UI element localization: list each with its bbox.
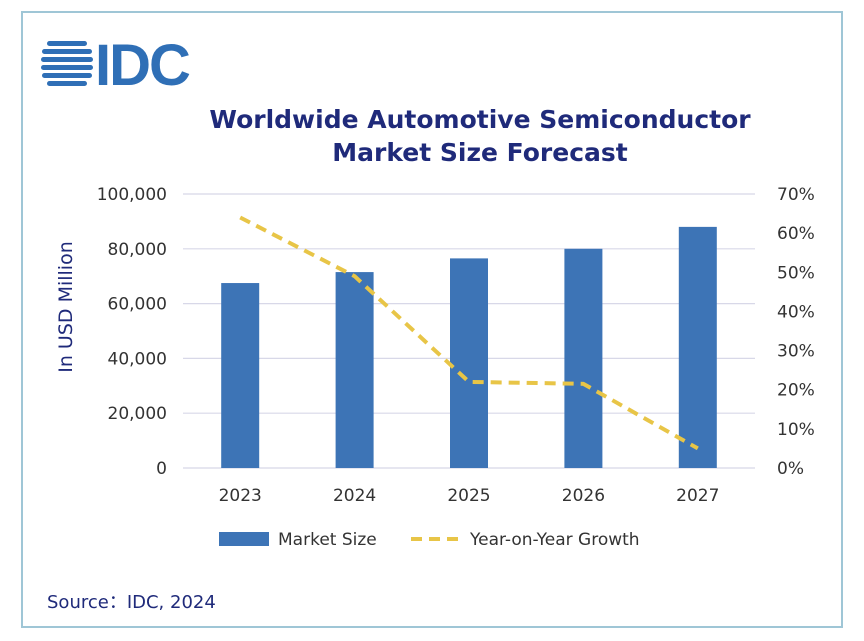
y2-tick-label: 0%	[777, 459, 804, 479]
y-tick-label: 60,000	[108, 295, 167, 315]
y-axis-left-ticks: 100,000 80,000 60,000 40,000 20,000 0	[97, 185, 167, 479]
bar-2025	[450, 258, 488, 468]
x-axis-ticks: 2023 2024 2025 2026 2027	[219, 486, 720, 506]
x-tick-label: 2023	[219, 486, 262, 506]
x-tick-label: 2027	[676, 486, 719, 506]
y2-tick-label: 30%	[777, 342, 815, 362]
source-note: Source：IDC, 2024	[47, 592, 216, 613]
idc-globe-icon	[41, 41, 93, 86]
legend: Market Size Year-on-Year Growth	[219, 530, 640, 550]
x-tick-label: 2025	[447, 486, 490, 506]
x-tick-label: 2024	[333, 486, 376, 506]
y2-tick-label: 20%	[777, 381, 815, 401]
growth-line	[239, 215, 699, 451]
bars	[221, 226, 717, 468]
chart-title-line-1: Worldwide Automotive Semiconductor	[209, 105, 751, 134]
y-tick-label: 100,000	[97, 185, 167, 205]
growth-series-line	[239, 215, 699, 451]
y-axis-right-ticks: 70% 60% 50% 40% 30% 20% 10% 0%	[777, 185, 815, 479]
y2-tick-label: 50%	[777, 263, 815, 283]
bar-2027	[678, 226, 717, 468]
y-tick-label: 20,000	[108, 404, 167, 424]
bar-2023	[221, 283, 260, 468]
y2-tick-label: 70%	[777, 185, 815, 205]
idc-logo: IDC	[41, 38, 192, 90]
y2-tick-label: 60%	[777, 224, 815, 244]
y-tick-label: 0	[156, 459, 167, 479]
x-tick-label: 2026	[562, 486, 605, 506]
y-tick-label: 40,000	[108, 349, 167, 369]
chart-title-line-2: Market Size Forecast	[332, 138, 628, 167]
chart-title: Worldwide Automotive Semiconductor Marke…	[160, 103, 800, 169]
legend-label-growth: Year-on-Year Growth	[469, 530, 640, 550]
legend-label-market-size: Market Size	[278, 530, 377, 550]
bar-2026	[564, 248, 603, 468]
y2-tick-label: 10%	[777, 420, 815, 440]
y-axis-title: In USD Million	[55, 241, 77, 373]
y2-tick-label: 40%	[777, 302, 815, 322]
bar-2024	[335, 272, 374, 468]
y-tick-label: 80,000	[108, 240, 167, 260]
idc-logo-text: IDC	[95, 38, 190, 90]
legend-swatch-market-size	[219, 532, 269, 546]
